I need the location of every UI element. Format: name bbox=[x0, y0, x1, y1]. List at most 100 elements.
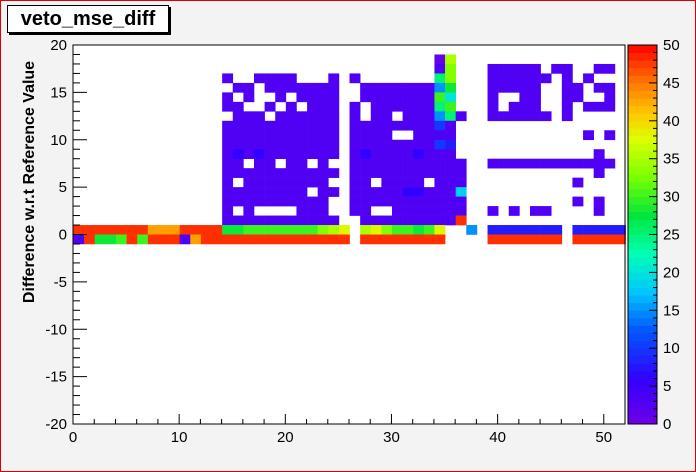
heatmap-cell bbox=[328, 139, 340, 150]
heatmap-cell bbox=[445, 92, 456, 103]
heatmap-cell bbox=[253, 196, 265, 207]
heatmap-cell bbox=[243, 225, 255, 235]
heatmap-cell bbox=[190, 234, 202, 245]
heatmap-cell bbox=[561, 111, 573, 122]
palette-band bbox=[628, 158, 657, 167]
heatmap-cell bbox=[604, 101, 616, 112]
heatmap-cell bbox=[604, 63, 616, 74]
heatmap-cell bbox=[232, 149, 244, 159]
heatmap-cell bbox=[84, 234, 96, 245]
heatmap-cell bbox=[381, 158, 393, 169]
heatmap-cell bbox=[604, 82, 616, 93]
palette-band bbox=[628, 401, 657, 410]
heatmap-cell bbox=[349, 177, 361, 188]
heatmap-cell bbox=[604, 130, 616, 141]
heatmap-cell bbox=[381, 168, 393, 178]
heatmap-cell bbox=[402, 187, 414, 197]
heatmap-cell bbox=[445, 139, 456, 150]
heatmap-cell bbox=[423, 234, 435, 245]
heatmap-cell bbox=[381, 225, 393, 235]
heatmap-cell bbox=[296, 225, 308, 235]
heatmap-cell bbox=[275, 139, 287, 150]
heatmap-cell bbox=[253, 139, 265, 150]
palette-band bbox=[628, 295, 657, 304]
heatmap-cell bbox=[529, 101, 541, 112]
heatmap-cell bbox=[360, 158, 372, 169]
z-tick-label: 20 bbox=[663, 264, 680, 281]
x-tick-label: 30 bbox=[383, 429, 400, 446]
heatmap-cell bbox=[572, 196, 584, 207]
palette-band bbox=[628, 317, 657, 326]
heatmap-cell bbox=[413, 139, 425, 150]
palette-band bbox=[628, 408, 657, 417]
heatmap-cell bbox=[253, 177, 265, 188]
heatmap-cell bbox=[583, 73, 594, 84]
x-tick-label: 40 bbox=[489, 429, 506, 446]
heatmap-cell bbox=[307, 92, 318, 103]
heatmap-cell bbox=[402, 82, 414, 93]
heatmap-cell bbox=[508, 234, 520, 245]
heatmap-cell bbox=[360, 82, 372, 93]
heatmap-cell bbox=[296, 177, 308, 188]
heatmap-cell bbox=[572, 177, 584, 188]
heatmap-cell bbox=[275, 120, 287, 131]
z-tick-label: 35 bbox=[663, 151, 680, 168]
heatmap-cell bbox=[498, 225, 510, 235]
heatmap-cell bbox=[317, 168, 329, 178]
heatmap-cell bbox=[285, 139, 297, 150]
heatmap-cell bbox=[391, 82, 403, 93]
heatmap-cell bbox=[275, 225, 287, 235]
heatmap-cell bbox=[519, 63, 531, 74]
palette-band bbox=[628, 45, 657, 53]
heatmap-cell bbox=[73, 234, 85, 245]
chart-title: veto_mse_diff bbox=[20, 8, 156, 30]
palette-band bbox=[628, 302, 657, 311]
heatmap-cell bbox=[328, 130, 340, 141]
y-tick-label: 0 bbox=[59, 227, 67, 244]
heatmap-cell bbox=[391, 187, 403, 197]
heatmap-cell bbox=[604, 92, 616, 103]
palette-band bbox=[628, 393, 657, 402]
heatmap-cell bbox=[222, 158, 234, 169]
palette-band bbox=[628, 257, 657, 266]
heatmap-cell bbox=[519, 92, 531, 103]
heatmap-cell bbox=[561, 92, 573, 103]
heatmap-cell bbox=[243, 177, 255, 188]
heatmap-cell bbox=[391, 101, 403, 112]
palette-band bbox=[628, 204, 657, 213]
heatmap-cell bbox=[498, 234, 510, 245]
heatmap-cell bbox=[561, 63, 573, 74]
heatmap-cell bbox=[498, 63, 510, 74]
z-tick-label: 45 bbox=[663, 75, 680, 92]
heatmap-cell bbox=[232, 215, 244, 226]
palette-band bbox=[628, 287, 657, 296]
heatmap-cell bbox=[381, 139, 393, 150]
palette-band bbox=[628, 196, 657, 205]
heatmap-cell bbox=[423, 215, 435, 226]
palette-band bbox=[628, 60, 657, 69]
heatmap-cell bbox=[296, 158, 308, 169]
heatmap-cell bbox=[583, 101, 594, 112]
heatmap-cell bbox=[296, 139, 308, 150]
heatmap-cell bbox=[222, 187, 234, 197]
heatmap-cell bbox=[487, 73, 499, 84]
heatmap-cell bbox=[445, 130, 456, 141]
y-tick-label: -10 bbox=[45, 321, 67, 338]
heatmap-cell bbox=[349, 187, 361, 197]
heatmap-cell bbox=[317, 92, 329, 103]
axes: 0 10 20 30 40 50 -20 -15 -10 -5 0 5 10 15 20 bbox=[45, 37, 626, 446]
y-tick-label: -5 bbox=[54, 274, 67, 291]
heatmap-cell bbox=[275, 215, 287, 226]
heatmap-cell bbox=[445, 111, 456, 122]
heatmap-cell bbox=[381, 215, 393, 226]
palette-band bbox=[628, 363, 657, 372]
palette-band bbox=[628, 52, 657, 61]
heatmap-cell bbox=[519, 73, 531, 84]
heatmap-cell bbox=[413, 149, 425, 159]
palette-band bbox=[628, 189, 657, 197]
heatmap-cell bbox=[413, 120, 425, 131]
heatmap-cell bbox=[445, 120, 456, 131]
heatmap-cell bbox=[434, 149, 446, 159]
palette-band bbox=[628, 82, 657, 91]
heatmap-cell bbox=[275, 92, 287, 103]
